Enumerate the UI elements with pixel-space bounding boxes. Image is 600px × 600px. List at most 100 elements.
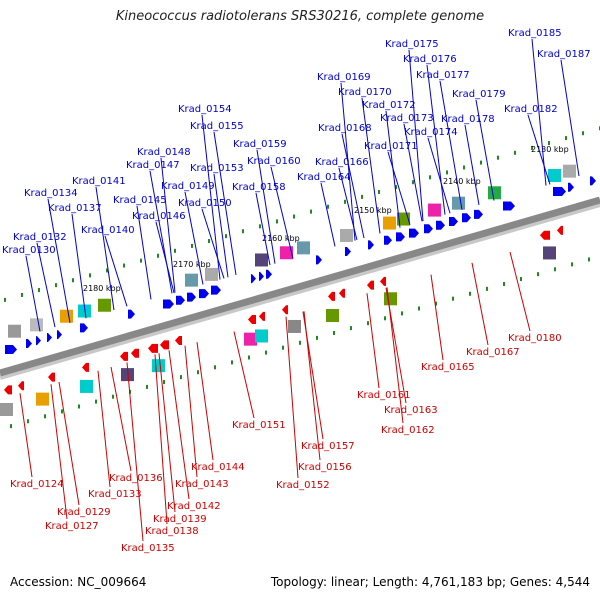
leader-line-bottom (97, 370, 111, 488)
forward-gene-arrow (368, 240, 374, 250)
leader-line-top (104, 235, 128, 307)
gene-feature-box (78, 304, 91, 318)
scale-label: 2150 kbp (354, 206, 392, 215)
gene-feature-box (397, 212, 410, 226)
reverse-gene-arrow (259, 311, 265, 321)
gene-feature-box (563, 164, 576, 178)
gene-label-top: Krad_0154 (178, 104, 232, 115)
gene-label-bottom: Krad_0163 (384, 405, 438, 416)
forward-gene-arrow (80, 323, 88, 333)
tick-mark (72, 278, 74, 283)
leader-line-bottom (366, 293, 380, 389)
leader-line-top (71, 213, 87, 319)
gene-feature-box (340, 228, 353, 242)
gene-feature-box (60, 309, 73, 323)
gene-label-top: Krad_0149 (161, 181, 215, 192)
leader-line-bottom (126, 362, 144, 542)
tick-mark (582, 131, 584, 136)
leader-line-top (201, 208, 225, 279)
tick-mark (191, 243, 193, 248)
tick-mark (4, 297, 6, 302)
leader-line-top (341, 133, 365, 239)
reverse-gene-arrow (248, 314, 256, 324)
gene-feature-box (8, 324, 21, 338)
leader-line-top (403, 123, 423, 222)
leader-line-top (385, 110, 401, 228)
tick-mark (418, 306, 420, 311)
forward-gene-arrow (26, 339, 32, 349)
tick-mark (497, 155, 499, 160)
gene-label-bottom: Krad_0138 (145, 526, 199, 537)
gene-label-bottom: Krad_0143 (175, 479, 229, 490)
tick-mark (78, 404, 80, 409)
tick-mark (537, 272, 539, 277)
tick-mark (514, 150, 516, 155)
tick-mark (61, 409, 63, 414)
tick-mark (89, 273, 91, 278)
reverse-gene-arrow (282, 305, 288, 315)
gene-feature-box (244, 332, 257, 346)
reverse-gene-arrow (339, 288, 345, 298)
forward-gene-arrow (47, 332, 52, 342)
gene-label-top: Krad_0155 (190, 121, 244, 132)
gene-label-bottom: Krad_0162 (381, 425, 435, 436)
tick-mark (446, 170, 448, 175)
reverse-gene-arrow (328, 291, 335, 301)
tick-mark (163, 380, 165, 385)
reverse-gene-arrow (18, 381, 24, 391)
leader-line-bottom (158, 353, 176, 513)
gene-label-top: Krad_0171 (364, 141, 418, 152)
gene-label-bottom: Krad_0133 (88, 489, 142, 500)
tick-mark (106, 268, 108, 273)
gene-label-bottom: Krad_0124 (10, 479, 64, 490)
leader-line-top (47, 198, 71, 323)
gene-label-top: Krad_0172 (362, 100, 416, 111)
forward-gene-arrow (424, 224, 433, 234)
tick-mark (214, 365, 216, 370)
tick-mark (571, 262, 573, 267)
gene-label-top: Krad_0146 (132, 211, 186, 222)
leader-line-top (340, 82, 356, 241)
gene-label-top: Krad_0153 (190, 163, 244, 174)
tick-mark (486, 286, 488, 291)
tick-mark (112, 394, 114, 399)
leader-line-bottom (385, 287, 407, 404)
gene-feature-box (383, 216, 396, 230)
leader-line-top (160, 157, 176, 293)
gene-label-bottom: Krad_0135 (121, 543, 175, 554)
gene-label-top: Krad_0164 (297, 172, 351, 183)
leader-line-bottom (233, 331, 255, 419)
leader-line-bottom (196, 342, 214, 461)
gene-feature-box (152, 359, 165, 373)
backbone-shadow (0, 201, 600, 380)
tick-mark (333, 330, 335, 335)
tick-mark (378, 190, 380, 195)
gene-label-top: Krad_0173 (380, 113, 434, 124)
reverse-gene-arrow (540, 230, 550, 240)
reverse-gene-arrow (160, 340, 169, 350)
tick-mark (503, 281, 505, 286)
tick-mark (554, 267, 556, 272)
leader-line-bottom (58, 381, 80, 506)
forward-gene-arrow (590, 176, 596, 186)
gene-label-bottom: Krad_0152 (276, 480, 330, 491)
gene-feature-box (543, 246, 556, 260)
forward-gene-arrow (211, 285, 221, 295)
leader-line-bottom (509, 251, 531, 332)
leader-line-top (387, 151, 411, 225)
tick-mark (412, 180, 414, 185)
tick-mark (401, 311, 403, 316)
gene-label-top: Krad_0174 (404, 127, 458, 138)
forward-gene-arrow (409, 228, 419, 238)
forward-gene-arrow (449, 217, 458, 227)
tick-mark (293, 214, 295, 219)
reverse-gene-arrow (120, 351, 128, 361)
forward-gene-arrow (568, 182, 574, 192)
forward-gene-arrow (176, 295, 185, 305)
scale-label: 2160 kbp (262, 234, 300, 243)
tick-mark (310, 209, 312, 214)
gene-label-top: Krad_0137 (48, 203, 102, 214)
forward-gene-arrow (251, 274, 256, 284)
leader-line-top (439, 80, 463, 210)
tick-mark (242, 229, 244, 234)
